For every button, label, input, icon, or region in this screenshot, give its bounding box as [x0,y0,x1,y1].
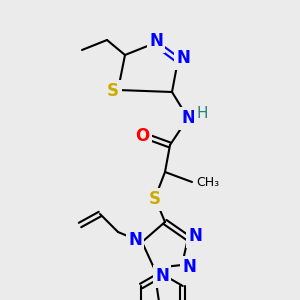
Text: H: H [196,106,208,122]
Text: N: N [188,227,202,245]
Text: S: S [149,190,161,208]
Text: N: N [181,109,195,127]
Text: S: S [107,82,119,100]
Text: CH₃: CH₃ [196,176,219,188]
Text: N: N [176,49,190,67]
Text: N: N [182,258,196,276]
Text: O: O [135,127,149,145]
Text: N: N [155,267,169,285]
Text: N: N [128,231,142,249]
Text: N: N [149,32,163,50]
